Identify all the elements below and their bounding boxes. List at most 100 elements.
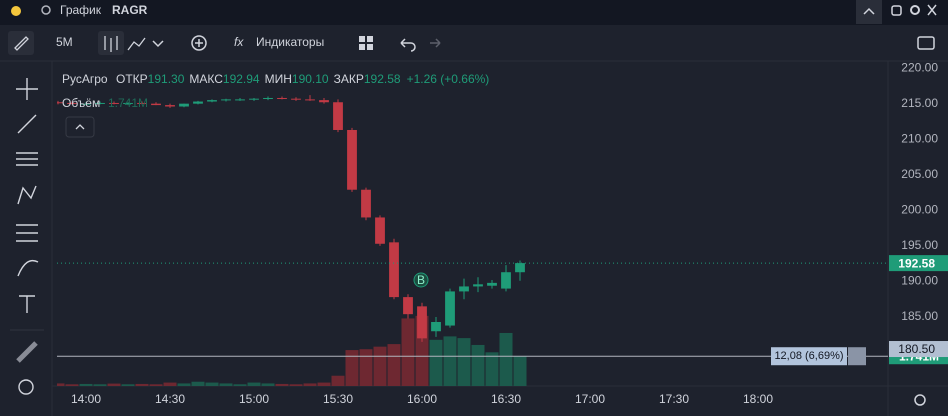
- x-tick-label: 16:00: [407, 392, 437, 406]
- candle-body: [347, 129, 357, 190]
- x-tick-label: 15:00: [239, 392, 269, 406]
- volume-bar: [219, 383, 233, 386]
- legend-change: +1.26 (+0.66%): [407, 72, 490, 86]
- add-btn[interactable]: [191, 35, 207, 51]
- search-label[interactable]: График: [60, 3, 102, 17]
- candle-body: [151, 103, 161, 106]
- area-icon[interactable]: [127, 37, 146, 51]
- collapse-legend[interactable]: [65, 116, 95, 138]
- zoom-tool[interactable]: [18, 379, 34, 395]
- interval[interactable]: 5M: [56, 35, 73, 49]
- candle-body: [277, 97, 287, 99]
- crosshair-price-box: [889, 341, 948, 358]
- volume-bar: [79, 383, 93, 386]
- candle-body: [473, 284, 483, 287]
- candle-body: [221, 99, 231, 101]
- candle-body: [333, 102, 343, 130]
- symbol[interactable]: RAGR: [112, 3, 148, 17]
- candle-body: [431, 321, 441, 332]
- volume-bar: [401, 318, 415, 386]
- settings-btn[interactable]: [910, 5, 920, 15]
- volume-bar: [359, 349, 373, 386]
- line-tool[interactable]: [17, 114, 37, 134]
- volume-bar: [261, 383, 275, 386]
- brush-tool[interactable]: [17, 259, 39, 277]
- volume-bar: [289, 384, 303, 386]
- volume-bar: [303, 383, 317, 386]
- redo-btn[interactable]: [430, 38, 441, 48]
- fib-tool[interactable]: [16, 152, 38, 166]
- candle-body: [445, 291, 455, 326]
- volume-bar: [317, 382, 331, 386]
- candle-body: [193, 101, 203, 104]
- volume-bar: [429, 339, 443, 386]
- forecast-tool[interactable]: [16, 224, 38, 242]
- volume-bar: [443, 336, 457, 386]
- undo-btn[interactable]: [400, 38, 416, 52]
- volume-bar: [331, 375, 345, 386]
- legend-key: ОТКР: [116, 72, 148, 86]
- volume-bar: [107, 383, 121, 386]
- y-tick-label: 205.00: [901, 167, 938, 181]
- layout-btn[interactable]: [359, 36, 373, 50]
- candle-body: [235, 99, 245, 101]
- y-tick-label: 215.00: [901, 96, 938, 110]
- candles-icon: [104, 36, 118, 52]
- collapse-icon: [863, 7, 875, 15]
- volume-bar: [233, 384, 247, 386]
- legend-value: 192.94: [223, 72, 260, 86]
- volume-bar: [205, 382, 219, 386]
- last-price-box: [889, 255, 948, 272]
- volume-bar: [135, 383, 149, 386]
- measure-handle[interactable]: [848, 347, 866, 366]
- volume-bar: [457, 338, 471, 386]
- fx-icon[interactable]: fx: [234, 35, 244, 49]
- volume-bar: [485, 352, 499, 386]
- candle-body: [389, 242, 399, 298]
- pencil-icon: [14, 36, 29, 51]
- candle-body: [291, 98, 301, 100]
- candle-body: [361, 189, 371, 218]
- window-btn[interactable]: [891, 5, 902, 16]
- crosshair-price-label: 180.50: [898, 342, 935, 356]
- event-marker-label: B: [417, 273, 425, 287]
- pattern-tool[interactable]: [17, 185, 37, 205]
- volume-bar: [499, 332, 513, 386]
- close-btn[interactable]: [927, 4, 937, 16]
- y-tick-label: 185.00: [901, 309, 938, 323]
- volume-bar: [177, 383, 191, 386]
- x-tick-label: 14:00: [71, 392, 101, 406]
- screenshot-btn[interactable]: [917, 36, 935, 50]
- candle-body: [417, 306, 427, 339]
- axis-settings[interactable]: [914, 394, 926, 406]
- crosshair-tool[interactable]: [16, 78, 38, 100]
- legend-key: МАКС: [189, 72, 223, 86]
- candle-body: [305, 99, 315, 101]
- y-tick-label: 200.00: [901, 203, 938, 217]
- indicators-btn[interactable]: Индикаторы: [256, 35, 324, 49]
- collapse-btn[interactable]: [856, 0, 882, 24]
- candle-body: [137, 102, 147, 104]
- legend-value: 191.30: [148, 72, 185, 86]
- volume-bar: [387, 344, 401, 386]
- volume-bar: [247, 382, 261, 386]
- search-icon[interactable]: [41, 5, 51, 15]
- candle-body: [207, 100, 217, 102]
- dropdown[interactable]: [152, 40, 164, 48]
- y-tick-label: 190.00: [901, 274, 938, 288]
- candle-body: [165, 105, 175, 107]
- event-marker[interactable]: [413, 272, 429, 288]
- x-tick-label: 15:30: [323, 392, 353, 406]
- candle-body: [109, 102, 119, 104]
- ruler-tool[interactable]: [16, 341, 38, 363]
- candle-body: [179, 103, 189, 107]
- measure-label: 12,08 (6,69%): [774, 350, 843, 362]
- legend-value: 190.10: [292, 72, 329, 86]
- volume-bar: [57, 383, 65, 386]
- plot: [57, 95, 888, 386]
- text-tool[interactable]: [19, 295, 35, 313]
- draw-btn[interactable]: [8, 31, 34, 55]
- window-dot[interactable]: [11, 6, 21, 16]
- volume-bar: [149, 384, 163, 386]
